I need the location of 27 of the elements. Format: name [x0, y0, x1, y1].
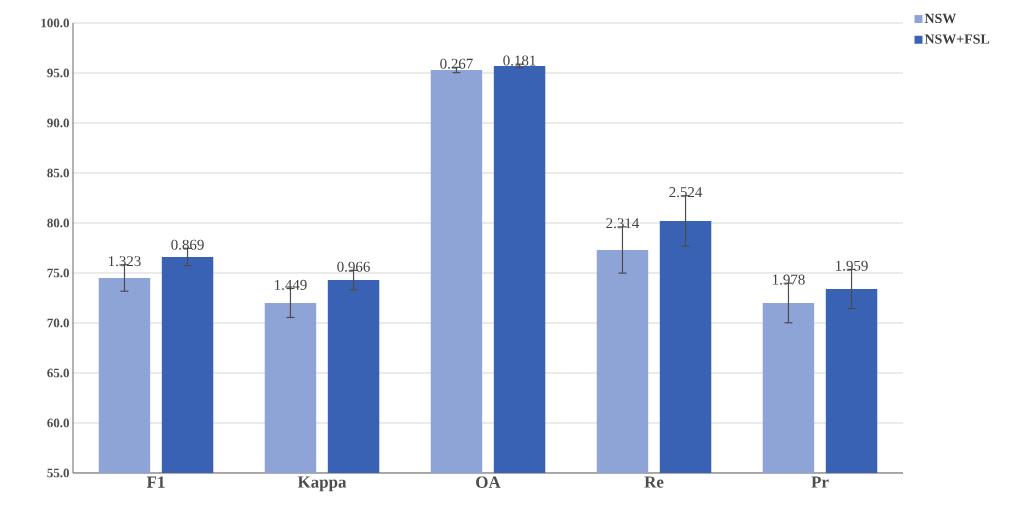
annotation: 1.323 [108, 256, 141, 267]
y-tick-label: 55.0 [47, 468, 69, 478]
y-tick-label: 80.0 [47, 218, 69, 228]
annotation: 2.524 [669, 187, 703, 198]
y-tick-label: 90.0 [47, 118, 69, 128]
annotation: 1.959 [836, 260, 868, 271]
x-tick-label: OA [476, 476, 501, 488]
x-tick-label: F1 [146, 476, 165, 488]
annotation: 1.978 [772, 274, 805, 285]
y-tick-label: 100.0 [41, 18, 69, 28]
annotation: 0.267 [440, 58, 473, 69]
y-tick-label: 65.0 [47, 368, 69, 378]
annotation: 0.966 [337, 261, 370, 272]
legend-label: NSW+FSL [924, 34, 990, 44]
y-tick-label: 60.0 [47, 418, 69, 428]
y-tick-label: 85.0 [47, 168, 69, 178]
legend-label: NSW [924, 13, 957, 24]
annotation: 1.449 [274, 279, 307, 290]
x-tick-label: Re [644, 476, 664, 488]
annotation: 2.314 [606, 218, 640, 229]
y-tick-label: 95.0 [47, 68, 69, 78]
x-tick-label: Kappa [297, 476, 347, 492]
annotation: 0.181 [503, 55, 536, 66]
x-tick-label: Pr [811, 476, 829, 488]
y-tick-label: 70.0 [47, 318, 69, 328]
y-tick-label: 75.0 [47, 268, 69, 278]
annotation: 0.869 [171, 239, 204, 250]
